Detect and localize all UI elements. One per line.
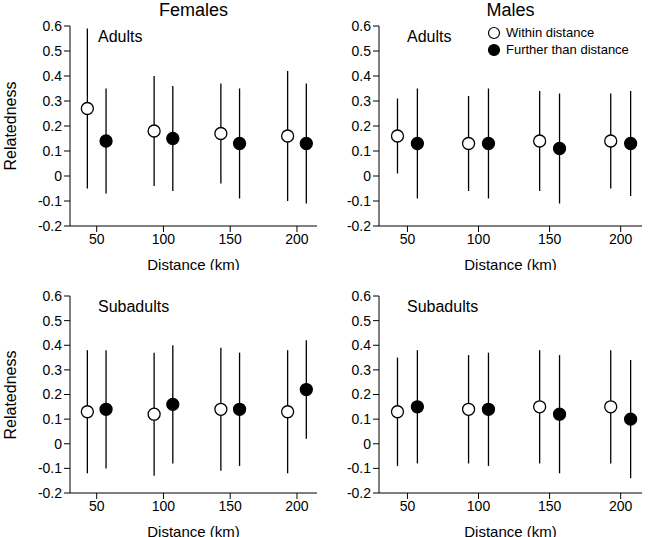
svg-text:200: 200 [285, 231, 309, 247]
svg-text:0.1: 0.1 [352, 143, 372, 159]
svg-text:0.5: 0.5 [43, 313, 63, 329]
html-text:Females: Females [159, 0, 228, 20]
svg-text:-0.2: -0.2 [347, 218, 371, 234]
svg-text:0.6: 0.6 [43, 18, 63, 34]
svg-text:0.1: 0.1 [43, 143, 63, 159]
svg-text:100: 100 [467, 498, 491, 514]
svg-text:Distance (km): Distance (km) [464, 523, 557, 537]
svg-text:150: 150 [219, 498, 243, 514]
svg-text:0.6: 0.6 [352, 288, 372, 304]
svg-text:150: 150 [538, 231, 562, 247]
svg-text:-0.1: -0.1 [38, 460, 62, 476]
html-text:Further than distance: Further than distance [506, 42, 629, 57]
svg-text:0: 0 [54, 168, 62, 184]
svg-text:0.3: 0.3 [43, 362, 63, 378]
html-text:Within distance: Within distance [506, 25, 595, 40]
svg-text:-0.2: -0.2 [347, 485, 371, 501]
svg-text:0.3: 0.3 [352, 93, 372, 109]
svg-text:0.4: 0.4 [352, 68, 372, 84]
html-text:Adults: Adults [407, 28, 452, 45]
svg-text:0.2: 0.2 [43, 386, 63, 402]
svg-text:0.5: 0.5 [352, 313, 372, 329]
svg-text:50: 50 [400, 231, 416, 247]
svg-text:0.4: 0.4 [43, 68, 63, 84]
html-text:Adults: Adults [98, 28, 143, 45]
svg-text:0.2: 0.2 [352, 386, 372, 402]
svg-text:150: 150 [538, 498, 562, 514]
svg-text:100: 100 [152, 231, 176, 247]
svg-text:0.3: 0.3 [352, 362, 372, 378]
html-text:Subadults: Subadults [407, 298, 479, 315]
svg-text:200: 200 [285, 498, 309, 514]
svg-text:0.4: 0.4 [43, 337, 63, 353]
svg-text:-0.1: -0.1 [347, 460, 371, 476]
html-text:Relatedness: Relatedness [2, 350, 19, 439]
svg-text:-0.2: -0.2 [38, 485, 62, 501]
svg-text:0.2: 0.2 [43, 118, 63, 134]
svg-text:Distance (km): Distance (km) [147, 256, 240, 270]
svg-text:-0.1: -0.1 [38, 193, 62, 209]
svg-text:0.2: 0.2 [352, 118, 372, 134]
svg-text:0.1: 0.1 [43, 411, 63, 427]
svg-text:50: 50 [89, 498, 105, 514]
svg-text:0: 0 [54, 436, 62, 452]
svg-text:50: 50 [89, 231, 105, 247]
svg-text:0.6: 0.6 [352, 18, 372, 34]
svg-text:0.3: 0.3 [43, 93, 63, 109]
svg-text:Distance (km): Distance (km) [464, 256, 557, 270]
html-text:Subadults: Subadults [98, 298, 170, 315]
svg-text:100: 100 [467, 231, 491, 247]
html-text:Relatedness: Relatedness [2, 81, 19, 171]
svg-text:0.6: 0.6 [43, 288, 63, 304]
svg-text:50: 50 [400, 498, 416, 514]
svg-text:0.5: 0.5 [352, 43, 372, 59]
svg-text:0.1: 0.1 [352, 411, 372, 427]
svg-text:0: 0 [363, 168, 371, 184]
svg-text:-0.1: -0.1 [347, 193, 371, 209]
svg-text:0: 0 [363, 436, 371, 452]
svg-text:150: 150 [219, 231, 243, 247]
svg-text:0.5: 0.5 [43, 43, 63, 59]
svg-text:Distance (km): Distance (km) [147, 523, 240, 537]
svg-text:-0.2: -0.2 [38, 218, 62, 234]
svg-text:100: 100 [152, 498, 176, 514]
svg-text:0.4: 0.4 [352, 337, 372, 353]
svg-text:200: 200 [609, 498, 633, 514]
svg-text:200: 200 [609, 231, 633, 247]
html-text:Males: Males [486, 0, 535, 20]
